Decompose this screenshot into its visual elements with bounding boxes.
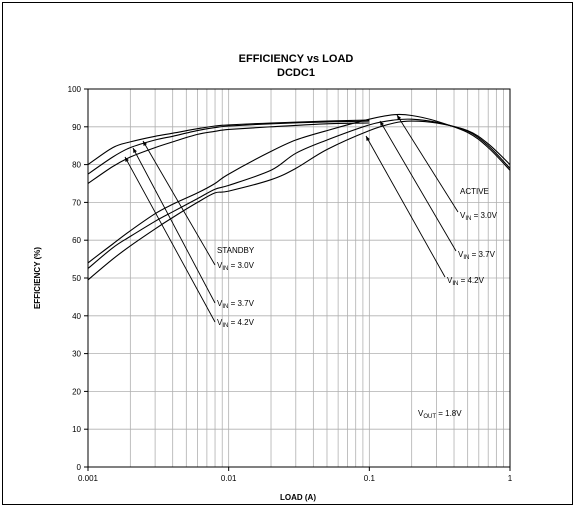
active-series-4 bbox=[87, 118, 511, 269]
y-tick-label: 40 bbox=[72, 312, 81, 321]
standby-vin-3v0-arrow-line bbox=[142, 140, 216, 266]
standby-series-1 bbox=[87, 120, 370, 175]
y-tick-label: 100 bbox=[68, 85, 82, 94]
standby-vin-4v2-arrow-head bbox=[125, 157, 129, 162]
standby-vin-3v7-arrow-line bbox=[132, 147, 216, 304]
active-vin-3v0-label: VIN = 3.0V bbox=[460, 211, 498, 222]
chart-frame bbox=[2, 2, 573, 505]
standby-vin-4v2-arrow bbox=[124, 156, 216, 323]
active-vin-4v2-label: VIN = 4.2V bbox=[447, 276, 485, 287]
y-tick-label: 0 bbox=[77, 463, 82, 472]
y-tick-label: 70 bbox=[72, 198, 81, 207]
y-tick-label: 60 bbox=[72, 236, 81, 245]
active-series-5 bbox=[87, 120, 511, 281]
y-axis-label: EFFICIENCY (%) bbox=[33, 247, 42, 309]
standby-vin-3v7-arrow bbox=[132, 147, 216, 304]
active-vin-4v2-arrow-line bbox=[365, 135, 446, 278]
standby-series-2 bbox=[87, 122, 370, 184]
standby-vin-4v2-label: VIN = 4.2V bbox=[217, 318, 255, 329]
ticks: 0 10 20 30 40 50 60 70 80 90 100 0.001 0.01 0.1 1 bbox=[68, 85, 513, 483]
y-tick-label: 90 bbox=[72, 123, 81, 132]
active-series-3 bbox=[87, 113, 511, 264]
x-tick-label: 0.01 bbox=[221, 474, 237, 483]
standby-vin-4v2-arrow-line bbox=[124, 156, 216, 323]
x-tick-label: 0.001 bbox=[78, 474, 99, 483]
active-vin-3v7-arrow-head bbox=[380, 121, 384, 126]
standby-label: STANDBY bbox=[217, 246, 255, 255]
annotation-arrows bbox=[124, 114, 459, 323]
y-tick-label: 50 bbox=[72, 274, 81, 283]
x-axis-label: LOAD (A) bbox=[280, 493, 316, 502]
active-vin-3v7-arrow-line bbox=[379, 120, 457, 252]
standby-vin-3v0-arrow bbox=[142, 140, 216, 266]
standby-vin-3v0-arrow-head bbox=[143, 141, 147, 146]
standby-series-0 bbox=[87, 119, 370, 166]
y-tick-label: 10 bbox=[72, 425, 81, 434]
x-tick-label: 1 bbox=[508, 474, 513, 483]
standby-vin-3v7-label: VIN = 3.7V bbox=[217, 299, 255, 310]
standby-vin-3v0-label: VIN = 3.0V bbox=[217, 261, 255, 272]
y-tick-label: 80 bbox=[72, 161, 81, 170]
active-vin-3v0-arrow-head bbox=[397, 115, 402, 120]
active-vin-4v2-arrow bbox=[365, 135, 446, 278]
x-tick-label: 0.1 bbox=[364, 474, 376, 483]
active-vin-3v7-label: VIN = 3.7V bbox=[458, 250, 496, 261]
chart-subtitle: DCDC1 bbox=[277, 67, 315, 79]
y-tick-label: 20 bbox=[72, 387, 81, 396]
y-tick-label: 30 bbox=[72, 350, 81, 359]
active-label: ACTIVE bbox=[460, 187, 489, 196]
active-vin-3v0-arrow-line bbox=[396, 114, 459, 213]
series-layer bbox=[87, 113, 511, 281]
active-vin-3v0-arrow bbox=[396, 114, 459, 213]
vout-label: VOUT = 1.8V bbox=[418, 409, 462, 420]
active-vin-3v7-arrow bbox=[379, 120, 457, 252]
standby-vin-3v7-arrow-head bbox=[133, 148, 137, 153]
chart-title: EFFICIENCY vs LOAD bbox=[239, 53, 354, 65]
active-vin-4v2-arrow-head bbox=[366, 136, 370, 141]
